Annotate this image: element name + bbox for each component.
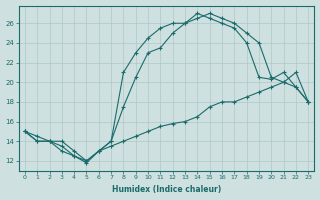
X-axis label: Humidex (Indice chaleur): Humidex (Indice chaleur) xyxy=(112,185,221,194)
